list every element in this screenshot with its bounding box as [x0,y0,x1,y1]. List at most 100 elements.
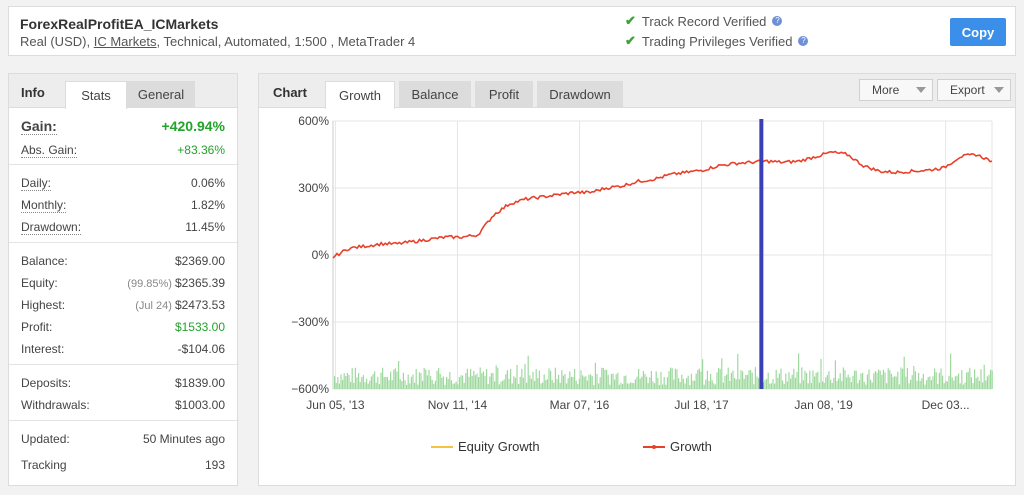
volume-bar [671,368,673,389]
volume-bar [916,380,918,389]
volume-bar [490,373,492,389]
volume-bar [542,382,544,389]
info-title: Info [21,85,45,100]
tab-profit[interactable]: Profit [475,81,533,108]
volume-bar [460,375,462,389]
export-dropdown[interactable]: Export [937,79,1011,101]
tab-stats[interactable]: Stats [65,81,127,109]
drawdown-label[interactable]: Drawdown: [21,220,82,235]
volume-bar [822,381,824,389]
volume-bar [634,379,636,389]
volume-bar [935,372,937,389]
volume-bar [564,374,566,389]
equity-value: $2365.39 [174,276,225,290]
volume-bar [402,372,404,389]
volume-bar [793,368,795,389]
info-panel: Info Stats General Gain: +420.94% Abs. G… [8,73,239,486]
volume-bar [654,383,656,389]
abs-gain-row: Abs. Gain: +83.36% [21,143,225,158]
volume-bar [940,368,942,389]
help-icon[interactable]: ? [772,16,783,26]
volume-bar [670,367,672,389]
tab-drawdown[interactable]: Drawdown [537,81,623,108]
volume-bar [881,374,883,389]
equity-row: Equity: (99.85%) $2365.39 [21,276,225,290]
volume-bar [681,374,683,389]
volume-bar [342,379,344,389]
volume-bar [367,383,369,389]
volume-bar [780,368,782,389]
tab-growth[interactable]: Growth [325,81,395,109]
chart-title: Chart [273,85,307,100]
volume-bar [513,376,515,389]
daily-value: 0.06% [190,176,225,190]
volume-bar [938,372,940,389]
volume-bar [967,371,969,389]
volume-bar [778,373,780,389]
volume-bar [337,377,339,389]
volume-bar [858,380,860,389]
volume-bar [884,372,886,389]
help-icon[interactable]: ? [798,36,809,46]
volume-bar [570,376,572,389]
volume-bar [970,377,972,389]
volume-bar [521,368,523,389]
tracking-value: 193 [204,458,225,472]
monthly-value: 1.82% [190,198,225,212]
legend-label-growth: Growth [670,439,712,454]
volume-bar [391,380,393,389]
growth-chart[interactable]: 600% 300% 0% −300% −600% Jun 05, '13 Nov 11, '… [259,109,1015,485]
volume-bar [458,377,460,389]
volume-bar [468,376,470,389]
more-dropdown[interactable]: More [859,79,933,101]
volume-bar [842,367,844,389]
volume-bar [702,359,704,389]
volume-bar [791,374,793,389]
volume-bar [823,382,825,389]
volume-bar [750,369,752,389]
volume-bar [839,373,841,389]
daily-label[interactable]: Daily: [21,176,52,191]
tab-general[interactable]: General [127,81,195,108]
volume-bar [706,370,708,389]
system-subtitle: Real (USD), IC Markets, Technical, Autom… [20,34,415,49]
volume-bar [953,380,955,389]
volume-bar [646,376,648,389]
volume-bar [604,369,606,389]
volume-bar [831,382,833,389]
volume-bar [346,372,348,389]
volume-bar [418,372,420,389]
volume-bar [914,371,916,389]
volume-bar [633,383,635,389]
volume-bar [762,382,764,389]
equity-label: Equity: [21,276,58,290]
volume-bar [498,384,500,389]
volume-bar [846,377,848,389]
volume-bar [838,378,840,389]
volume-bar [385,377,387,389]
tab-balance[interactable]: Balance [399,81,471,108]
volume-bar [703,384,705,389]
volume-bar [721,358,723,389]
broker-link[interactable]: IC Markets [93,34,157,49]
highest-row: Highest: (Jul 24) $2473.53 [21,298,225,312]
volume-bar [783,383,785,389]
volume-bar [986,376,988,389]
volume-bar [414,382,416,389]
gain-label[interactable]: Gain: [21,118,57,135]
volume-bar [879,370,881,389]
volume-bar [473,370,475,389]
volume-bar [775,369,777,389]
monthly-label[interactable]: Monthly: [21,198,67,213]
volume-bar [788,372,790,389]
export-label: Export [950,83,985,97]
volume-bar [470,369,472,389]
volume-bar [974,369,976,389]
volume-bar [774,383,776,389]
volume-bar [730,372,732,389]
volume-bar [666,377,668,389]
abs-gain-label[interactable]: Abs. Gain: [21,143,78,158]
copy-button[interactable]: Copy [950,18,1006,46]
volume-bar [836,380,838,389]
volume-bar [860,373,862,389]
